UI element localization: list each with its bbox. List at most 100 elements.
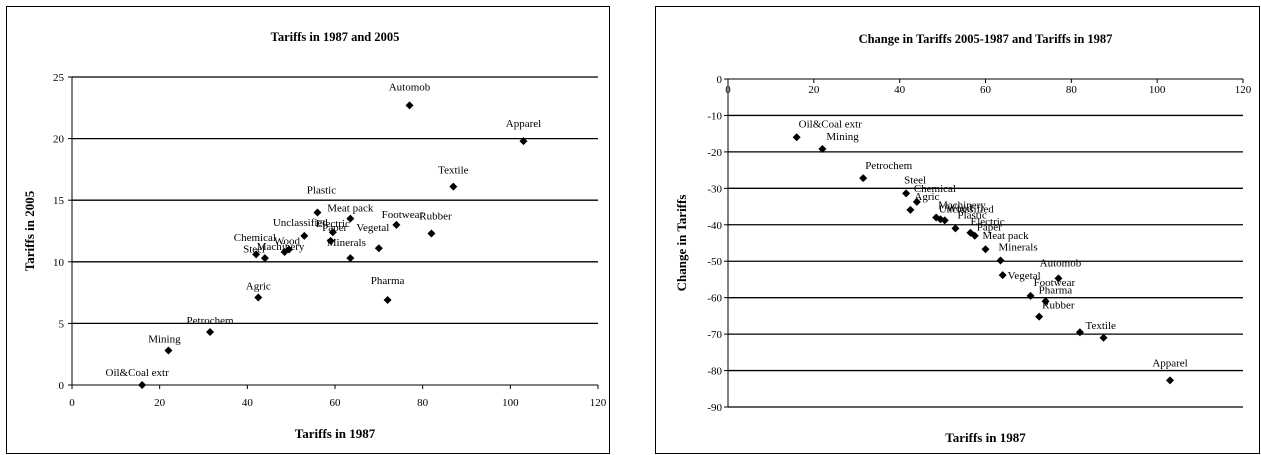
data-point-footwear — [1026, 291, 1035, 300]
data-point-meat-pack — [346, 214, 355, 223]
data-label-automob: Automob — [389, 81, 431, 93]
data-point-chemical — [912, 197, 921, 206]
data-point-apparel — [1166, 376, 1175, 385]
x-axis-label: Tariffs in 1987 — [945, 430, 1026, 445]
data-point-automob — [405, 101, 414, 110]
data-label-paper: Paper — [322, 222, 347, 234]
data-point-oil-coal-extr — [792, 133, 801, 142]
data-label-apparel: Apparel — [1152, 357, 1187, 369]
data-point-unclassified — [940, 216, 949, 225]
data-point-mining — [164, 346, 173, 355]
x-tick-label: 40 — [242, 397, 254, 409]
data-point-rubber — [427, 229, 436, 238]
data-label-apparel: Apparel — [506, 118, 541, 130]
data-label-petrochem: Petrochem — [865, 160, 912, 172]
data-label-steel: Steel — [904, 174, 926, 186]
data-point-textile — [449, 182, 458, 191]
data-label-minerals: Minerals — [999, 241, 1038, 253]
data-label-paper: Paper — [977, 222, 1002, 234]
data-label-petrochem: Petrochem — [187, 315, 234, 327]
data-point-vegetal — [998, 271, 1007, 280]
x-axis-label: Tariffs in 1987 — [295, 426, 376, 441]
data-point-steel — [902, 189, 911, 198]
x-tick-label: 80 — [1066, 84, 1078, 96]
x-tick-label: 40 — [894, 84, 906, 96]
y-tick-label: -80 — [707, 366, 722, 378]
y-tick-label: -70 — [707, 329, 722, 341]
y-tick-label: -60 — [707, 293, 722, 305]
chart-title: Change in Tariffs 2005-1987 and Tariffs … — [859, 32, 1113, 46]
x-tick-label: 60 — [980, 84, 992, 96]
data-label-plastic: Plastic — [307, 185, 336, 197]
data-label-mining: Mining — [826, 131, 859, 143]
x-tick-label: 60 — [330, 397, 342, 409]
chart-panel-change-in-tariffs: Change in Tariffs 2005-1987 and Tariffs … — [655, 6, 1260, 454]
y-tick-label: -50 — [707, 256, 722, 268]
data-label-vegetal: Vegetal — [1008, 270, 1041, 282]
data-label-agric: Agric — [914, 191, 939, 203]
data-point-pharma — [383, 295, 392, 304]
data-label-plastic: Plastic — [957, 209, 986, 221]
y-tick-label: 25 — [53, 72, 65, 84]
data-label-minerals: Minerals — [327, 237, 366, 249]
data-label-wood: Wood — [274, 235, 301, 247]
y-tick-label: 20 — [53, 134, 65, 146]
data-point-machinery — [932, 213, 941, 222]
y-tick-label: -90 — [707, 402, 722, 414]
data-label-agric: Agric — [246, 281, 271, 293]
x-tick-label: 80 — [417, 397, 429, 409]
data-point-petrochem — [206, 328, 215, 337]
data-point-pharma — [1041, 297, 1050, 306]
data-point-plastic — [951, 224, 960, 233]
x-tick-label: 20 — [808, 84, 820, 96]
data-label-vegetal: Vegetal — [356, 222, 389, 234]
data-label-pharma: Pharma — [371, 275, 405, 287]
data-point-wood — [284, 245, 293, 254]
y-tick-label: -30 — [707, 183, 722, 195]
data-point-unclassified — [300, 231, 309, 240]
data-point-vegetal — [374, 244, 383, 253]
chart-svg-change-in-tariffs: Change in Tariffs 2005-1987 and Tariffs … — [674, 32, 1252, 445]
data-point-petrochem — [859, 174, 868, 183]
data-label-textile: Textile — [1086, 320, 1117, 332]
data-label-steel: Steel — [243, 243, 265, 255]
y-tick-label: -40 — [707, 220, 722, 232]
data-label-chemical: Chemical — [914, 183, 956, 195]
data-label-pharma: Pharma — [1039, 284, 1073, 296]
y-tick-label: 0 — [59, 380, 65, 392]
data-label-machinery: Machinery — [938, 199, 986, 211]
data-point-automob — [1054, 274, 1063, 283]
x-tick-label: 0 — [725, 84, 731, 96]
chart-title: Tariffs in 1987 and 2005 — [271, 30, 400, 44]
y-axis-label: Tariffs in 2005 — [22, 190, 37, 271]
data-label-electric: Electric — [316, 218, 350, 230]
y-tick-label: 0 — [717, 74, 723, 86]
data-point-mining — [818, 144, 827, 153]
y-tick-label: -20 — [707, 147, 722, 159]
data-point-paper — [970, 231, 979, 240]
data-label-chemical: Chemical — [234, 232, 276, 244]
y-tick-label: 15 — [53, 195, 65, 207]
data-label-rubber: Rubber — [1042, 300, 1075, 312]
y-tick-label: -10 — [707, 110, 722, 122]
data-point-rubber — [1035, 312, 1044, 321]
data-point-minerals — [346, 254, 355, 263]
data-label-meat-pack: Meat pack — [983, 230, 1030, 242]
data-point-chemical — [260, 254, 269, 263]
data-point-textile — [1099, 333, 1108, 342]
data-label-oil-coal-extr: Oil&Coal extr — [799, 118, 863, 130]
data-label-mining: Mining — [148, 334, 181, 346]
x-tick-label: 100 — [1149, 84, 1166, 96]
data-point-oil-coal-extr — [138, 381, 147, 389]
x-tick-label: 100 — [502, 397, 519, 409]
data-point-steel — [252, 250, 261, 259]
data-label-footwear: Footwear — [1034, 277, 1076, 289]
data-label-unclassified: Unclassified — [273, 217, 328, 229]
data-label-machinery: Machinery — [257, 241, 305, 253]
data-point-electric — [328, 228, 337, 237]
data-label-oil-coal-extr: Oil&Coal extr — [106, 367, 170, 379]
data-label-unclassified: Unclassified — [939, 203, 994, 215]
data-point-textile — [1075, 328, 1084, 337]
data-point-paper — [326, 236, 335, 245]
y-axis-label: Change in Tariffs — [674, 195, 689, 292]
